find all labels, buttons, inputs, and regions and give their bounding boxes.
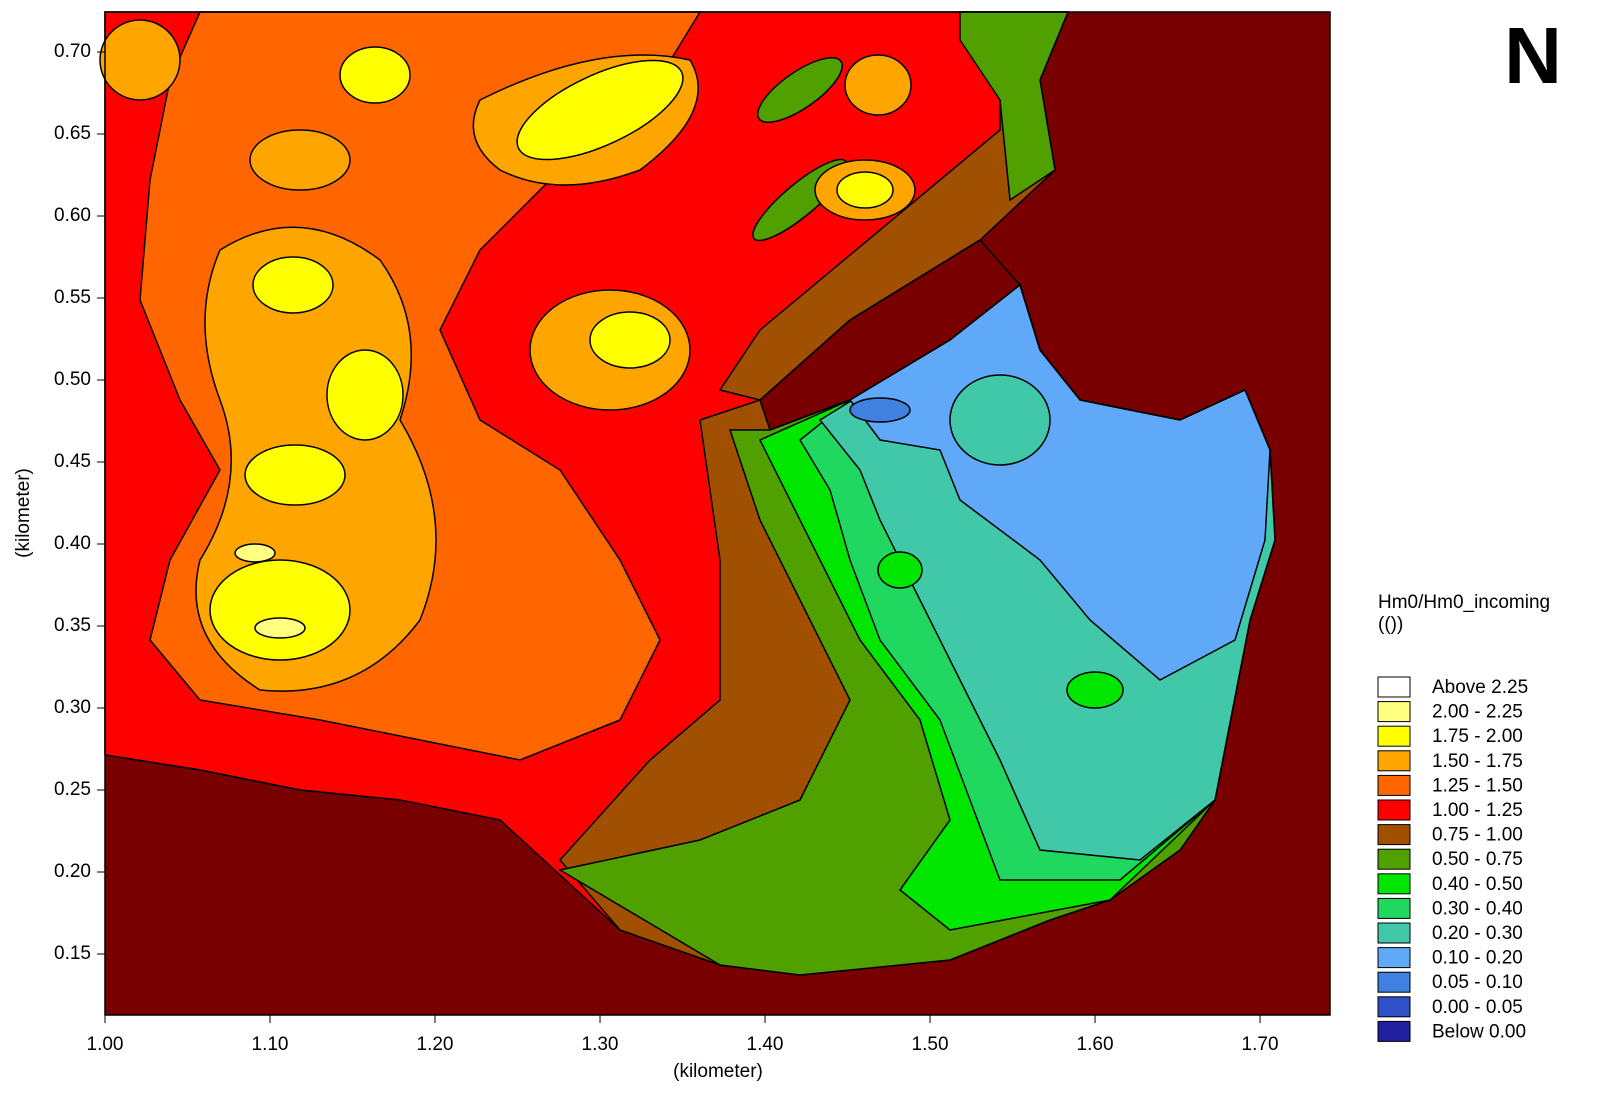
x-axis-label: (kilometer) xyxy=(673,1061,763,1082)
legend-swatch xyxy=(1377,971,1411,993)
legend-swatch xyxy=(1377,848,1411,870)
blob xyxy=(877,551,923,589)
y-tick-label: 0.35 xyxy=(54,615,91,636)
y-tick-label: 0.15 xyxy=(54,943,91,964)
legend-label: 0.10 - 0.20 xyxy=(1432,948,1523,969)
legend-swatch xyxy=(1377,676,1411,698)
blob xyxy=(326,349,404,441)
y-tick-label: 0.60 xyxy=(54,205,91,226)
legend-swatch xyxy=(1377,897,1411,919)
blob xyxy=(757,57,843,123)
legend-swatch xyxy=(1377,1020,1411,1042)
blob xyxy=(339,46,411,104)
y-tick-label: 0.55 xyxy=(54,287,91,308)
x-tick-label: 1.00 xyxy=(87,1034,124,1055)
x-tick-label: 1.20 xyxy=(417,1034,454,1055)
band xyxy=(959,11,1070,202)
y-tick-label: 0.30 xyxy=(54,697,91,718)
plot-frame xyxy=(104,11,1331,1016)
legend-title: Hm0/Hm0_incoming xyxy=(1378,592,1550,613)
x-tick-label: 1.70 xyxy=(1242,1034,1279,1055)
legend-swatch xyxy=(1377,922,1411,944)
north-marker: N xyxy=(1504,11,1562,100)
blob xyxy=(244,444,346,506)
x-tick-label: 1.60 xyxy=(1077,1034,1114,1055)
blob xyxy=(516,59,684,161)
legend-swatch xyxy=(1377,799,1411,821)
blob xyxy=(234,543,276,563)
y-tick-label: 0.20 xyxy=(54,861,91,882)
y-tick-label: 0.70 xyxy=(54,41,91,62)
legend-swatch xyxy=(1377,996,1411,1018)
legend-label: 1.75 - 2.00 xyxy=(1432,726,1523,747)
legend-swatch xyxy=(1377,750,1411,772)
blob xyxy=(836,171,894,209)
y-tick-label: 0.45 xyxy=(54,451,91,472)
y-tick-label: 0.65 xyxy=(54,123,91,144)
blob xyxy=(589,311,671,369)
legend-unit: (()) xyxy=(1378,614,1403,635)
y-tick-label: 0.50 xyxy=(54,369,91,390)
legend-label: 1.25 - 1.50 xyxy=(1432,775,1523,796)
legend-swatch xyxy=(1377,725,1411,747)
contour-field xyxy=(99,11,1330,1015)
y-axis-label: (kilometer) xyxy=(13,468,34,558)
legend-label: 0.40 - 0.50 xyxy=(1432,874,1523,895)
legend-swatch xyxy=(1377,701,1411,723)
blob xyxy=(99,19,181,101)
legend-label: 1.50 - 1.75 xyxy=(1432,751,1523,772)
legend-swatch xyxy=(1377,774,1411,796)
legend-label: 1.00 - 1.25 xyxy=(1432,800,1523,821)
legend-label: 0.00 - 0.05 xyxy=(1432,997,1523,1018)
y-tick-label: 0.40 xyxy=(54,533,91,554)
legend-swatch xyxy=(1377,873,1411,895)
legend-label: Below 0.00 xyxy=(1432,1021,1526,1042)
blob xyxy=(254,617,306,639)
legend-label: 0.75 - 1.00 xyxy=(1432,825,1523,846)
legend-swatch xyxy=(1377,824,1411,846)
blob xyxy=(249,129,351,191)
blob xyxy=(252,256,334,314)
legend-label: 2.00 - 2.25 xyxy=(1432,702,1523,723)
legend-label: 0.20 - 0.30 xyxy=(1432,923,1523,944)
legend-label: 0.05 - 0.10 xyxy=(1432,972,1523,993)
legend-swatch xyxy=(1377,947,1411,969)
blob xyxy=(1066,671,1124,709)
y-tick-label: 0.25 xyxy=(54,779,91,800)
legend-label: Above 2.25 xyxy=(1432,677,1528,698)
legend-label: 0.30 - 0.40 xyxy=(1432,898,1523,919)
blob xyxy=(209,559,351,661)
coast xyxy=(104,239,1246,801)
legend-label: 0.50 - 0.75 xyxy=(1432,849,1523,870)
x-tick-label: 1.10 xyxy=(252,1034,289,1055)
x-tick-label: 1.30 xyxy=(582,1034,619,1055)
blob xyxy=(849,397,911,423)
blob xyxy=(844,54,912,116)
x-tick-label: 1.40 xyxy=(747,1034,784,1055)
blob xyxy=(949,374,1051,466)
x-tick-label: 1.50 xyxy=(912,1034,949,1055)
